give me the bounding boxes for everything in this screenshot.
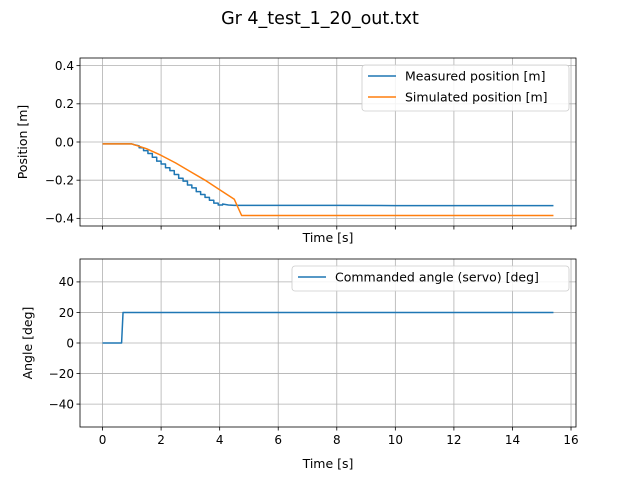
y-tick-label: 0.2	[55, 97, 74, 111]
legend: Commanded angle (servo) [deg]	[291, 265, 570, 292]
x-tick-label: 6	[274, 433, 282, 447]
x-axis-label: Time [s]	[302, 456, 354, 471]
x-tick-label: 4	[216, 433, 224, 447]
x-tick-label: 10	[388, 433, 403, 447]
y-tick-label: 40	[59, 275, 74, 289]
series-line-1	[102, 143, 554, 217]
legend-label-0: Measured position [m]	[405, 69, 545, 84]
x-tick-label: 2	[157, 433, 165, 447]
y-axis-label: Angle [deg]	[20, 307, 35, 380]
y-tick-label: −20	[49, 367, 74, 381]
series-line-0	[102, 143, 554, 207]
y-tick-label: −0.4	[45, 212, 74, 226]
x-axis-label: Time [s]	[302, 230, 354, 245]
y-tick-label: −0.2	[45, 173, 74, 187]
y-tick-label: 0.4	[55, 59, 74, 73]
legend-label-0: Commanded angle (servo) [deg]	[335, 270, 539, 285]
legend-box	[291, 265, 570, 292]
series-line-0	[102, 311, 554, 344]
y-tick-label: 20	[59, 306, 74, 320]
x-tick-label: 8	[333, 433, 341, 447]
legend-label-1: Simulated position [m]	[405, 90, 548, 105]
x-tick-label: 14	[505, 433, 520, 447]
position-subplot: −0.4 −0.2 0.0 0.2 0.4 Time [s] Position [m] Mea…	[15, 57, 577, 245]
legend-box	[361, 64, 570, 112]
angle-subplot: 0 2 4 6 8 10 12 14 16 −40 −20 0 20 40 Time [s] Angle [d…	[20, 258, 579, 471]
legend: Measured position [m] Simulated position …	[361, 64, 570, 112]
figure-title: Gr 4_test_1_20_out.txt	[221, 9, 419, 29]
y-axis-label: Position [m]	[15, 105, 30, 180]
x-tick-label: 16	[563, 433, 578, 447]
y-tick-label: 0	[66, 336, 74, 350]
y-tick-label: −40	[49, 397, 74, 411]
x-tick-label: 0	[99, 433, 107, 447]
y-tick-label: 0.0	[55, 135, 74, 149]
x-tick-label: 12	[446, 433, 461, 447]
